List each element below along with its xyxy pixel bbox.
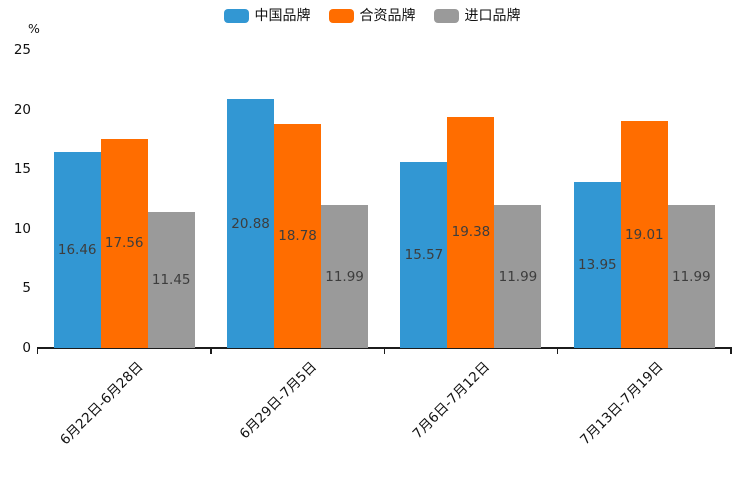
bar-value-label: 20.88 (231, 215, 270, 232)
x-axis-line (37, 346, 732, 349)
y-tick-label: 25 (13, 42, 31, 58)
y-tick-label: 0 (22, 340, 31, 356)
bar-value-label: 11.99 (325, 268, 364, 285)
bar-value-label: 11.99 (498, 268, 538, 285)
legend-label: 合资品牌 (359, 8, 416, 24)
y-tick-label: 10 (13, 220, 31, 237)
x-tick-label: 7月13日-7月19日 (577, 358, 667, 449)
bar (667, 205, 715, 348)
y-tick-label: 20 (13, 101, 31, 118)
legend-item: 进口品牌 (433, 8, 521, 24)
bar-value-label: 11.45 (151, 271, 191, 288)
bar-value-label: 15.57 (404, 247, 444, 264)
bar (494, 205, 542, 348)
bar (227, 99, 275, 348)
x-axis-tick (383, 348, 385, 354)
bar (573, 181, 621, 348)
bar (53, 151, 101, 348)
x-tick-label: 6月22日-6月28日 (56, 358, 147, 449)
legend-swatch-icon (328, 9, 354, 23)
bar-value-label: 16.46 (57, 241, 97, 258)
bar-value-label: 17.56 (104, 235, 144, 252)
legend-swatch-icon (223, 9, 249, 23)
x-axis-tick (556, 348, 559, 354)
legend-label: 进口品牌 (464, 8, 521, 24)
bar (321, 205, 369, 348)
bar-value-label: 18.78 (278, 228, 317, 245)
y-tick-label: 15 (13, 161, 31, 178)
bar-value-label: 19.38 (451, 224, 491, 241)
x-axis-tick (36, 348, 39, 354)
bar (620, 121, 668, 348)
bar-value-label: 11.99 (671, 268, 711, 285)
x-tick-label: 7月6日-7月12日 (409, 358, 494, 443)
legend-swatch-icon (433, 9, 459, 23)
bar (147, 211, 195, 348)
bar-value-label: 19.01 (624, 226, 664, 243)
y-tick-label: 5 (22, 280, 31, 297)
bar (100, 138, 148, 348)
bar (447, 116, 495, 348)
y-axis-unit-label: % (28, 21, 40, 36)
x-axis-tick (730, 348, 732, 354)
bar (400, 162, 448, 348)
bar (274, 124, 322, 348)
legend-item: 合资品牌 (328, 8, 416, 24)
legend: 中国品牌 合资品牌 进口品牌 (0, 9, 744, 23)
legend-item: 中国品牌 (223, 8, 311, 24)
x-tick-label: 6月29日-7月5日 (236, 358, 320, 443)
legend-label: 中国品牌 (254, 8, 311, 24)
x-axis-tick (210, 348, 212, 354)
bar-value-label: 13.95 (577, 256, 617, 273)
